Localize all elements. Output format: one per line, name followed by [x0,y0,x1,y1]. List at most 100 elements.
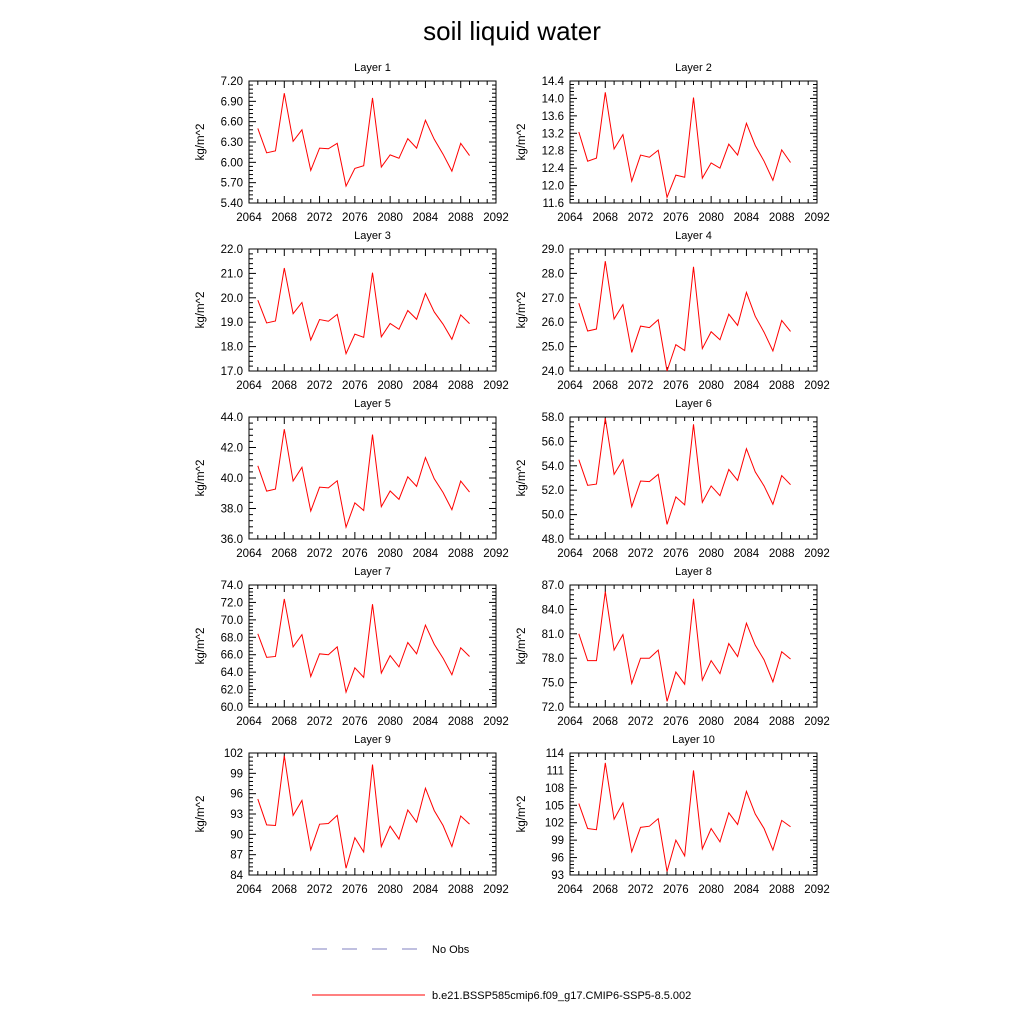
panel-title: Layer 1 [354,62,391,74]
series-line-layer-2 [578,92,791,200]
x-tick-label: 2068 [271,380,297,392]
y-tick-label: 72.0 [542,702,564,714]
x-tick-label: 2072 [628,212,654,224]
x-tick-label: 2092 [804,212,830,224]
y-tick-label: 99 [230,768,243,780]
y-tick-label: 93 [551,870,564,882]
series-line-layer-10 [578,762,791,872]
y-tick-label: 29.0 [542,244,564,256]
x-tick-label: 2088 [769,884,795,896]
panel-title: Layer 2 [675,62,712,74]
x-tick-label: 2072 [307,548,333,560]
x-tick-label: 2080 [698,380,724,392]
y-tick-label: 68.0 [221,632,243,644]
x-tick-label: 2092 [483,548,509,560]
x-tick-label: 2080 [698,884,724,896]
x-tick-label: 2080 [377,548,403,560]
x-tick-label: 2076 [342,548,368,560]
panel-layer-5: Layer 5 2064 2068 2072 2076 2080 2084 2088 2092 3… [195,398,509,560]
y-tick-label: 74.0 [221,580,243,592]
x-tick-label: 2068 [592,212,618,224]
panel-layer-2: Layer 2 2064 2068 2072 2076 2080 2084 2088 2092 1… [516,62,830,224]
x-tick-label: 2076 [663,212,689,224]
plot-frame [248,584,497,708]
panel-layer-8: Layer 8 2064 2068 2072 2076 2080 2084 2088 2092 7… [516,566,830,728]
y-tick-label: 5.40 [221,198,243,210]
panel-title: Layer 4 [675,230,712,242]
y-tick-label: 38.0 [221,504,243,516]
x-tick-label: 2092 [483,212,509,224]
y-axis-label: kg/m^2 [516,796,528,833]
x-tick-label: 2092 [804,548,830,560]
x-tick-label: 2080 [377,212,403,224]
x-tick-label: 2068 [592,548,618,560]
y-tick-label: 13.2 [542,128,564,140]
y-tick-label: 12.4 [542,163,565,175]
panel-layer-3: Layer 3 2064 2068 2072 2076 2080 2084 2088 2092 1… [195,230,509,392]
y-tick-label: 13.6 [542,111,564,123]
x-tick-label: 2072 [628,716,654,728]
x-tick-label: 2068 [271,716,297,728]
y-tick-label: 6.60 [221,117,243,129]
y-tick-label: 6.90 [221,96,243,108]
x-tick-label: 2076 [663,548,689,560]
x-tick-label: 2064 [236,548,262,560]
y-tick-label: 84 [230,870,243,882]
x-tick-label: 2080 [698,716,724,728]
plot-frame [569,416,818,540]
y-tick-label: 54.0 [542,461,564,473]
x-tick-label: 2076 [342,212,368,224]
y-tick-label: 102 [224,748,243,760]
y-tick-label: 66.0 [221,650,243,662]
x-tick-label: 2092 [804,884,830,896]
series-line-layer-9 [257,755,470,869]
y-tick-label: 36.0 [221,534,243,546]
x-tick-label: 2076 [663,884,689,896]
x-tick-label: 2088 [769,716,795,728]
x-tick-label: 2084 [413,548,439,560]
x-tick-label: 2064 [236,380,262,392]
x-tick-label: 2080 [377,380,403,392]
x-tick-label: 2088 [448,716,474,728]
y-axis-label: kg/m^2 [516,628,528,665]
y-axis-label: kg/m^2 [195,292,207,329]
x-tick-label: 2080 [698,212,724,224]
x-tick-label: 2076 [342,884,368,896]
y-tick-label: 108 [545,783,564,795]
y-tick-label: 96 [230,789,243,801]
y-tick-label: 6.30 [221,137,243,149]
x-tick-label: 2092 [483,716,509,728]
y-tick-label: 14.0 [542,93,564,105]
panel-layer-7: Layer 7 2064 2068 2072 2076 2080 2084 2088 2092 6… [195,566,509,728]
x-tick-label: 2072 [628,548,654,560]
panel-title: Layer 5 [354,398,391,410]
y-tick-label: 62.0 [221,685,243,697]
x-tick-label: 2072 [628,380,654,392]
y-tick-label: 25.0 [542,342,564,354]
figure-title: soil liquid water [423,16,601,46]
x-tick-label: 2064 [557,884,583,896]
x-tick-label: 2088 [448,884,474,896]
x-tick-label: 2064 [557,548,583,560]
x-tick-label: 2064 [557,212,583,224]
y-tick-label: 78.0 [542,653,564,665]
y-tick-label: 72.0 [221,597,243,609]
y-tick-label: 12.8 [542,146,564,158]
y-axis-label: kg/m^2 [516,292,528,329]
x-tick-label: 2084 [413,884,439,896]
y-axis-label: kg/m^2 [195,124,207,161]
y-tick-label: 114 [546,748,565,760]
y-tick-label: 99 [551,835,564,847]
x-tick-label: 2092 [804,380,830,392]
x-tick-label: 2088 [448,380,474,392]
y-tick-label: 22.0 [221,244,243,256]
x-tick-label: 2088 [448,212,474,224]
y-tick-label: 42.0 [221,443,243,455]
x-tick-label: 2084 [734,884,760,896]
y-tick-label: 18.0 [221,342,243,354]
panels-grid: Layer 1 2064 2068 2072 2076 2080 2084 2088 2092 5… [195,62,830,896]
y-tick-label: 40.0 [221,473,243,485]
x-tick-label: 2080 [377,716,403,728]
panel-layer-1: Layer 1 2064 2068 2072 2076 2080 2084 2088 2092 5… [195,62,509,224]
